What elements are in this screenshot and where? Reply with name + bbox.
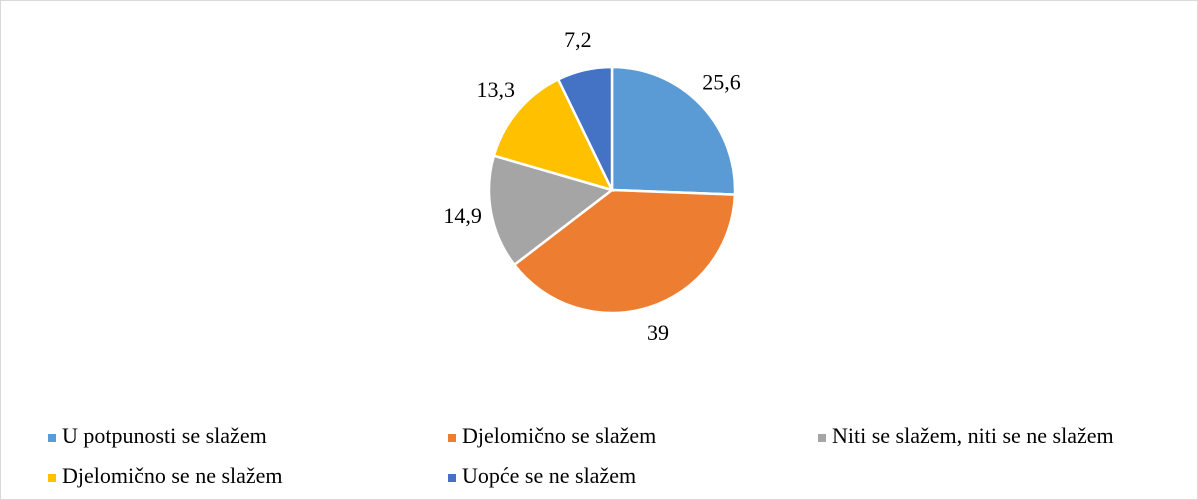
- legend-swatch: [48, 434, 56, 442]
- legend-swatch: [818, 434, 826, 442]
- data-label: 13,3: [477, 77, 516, 102]
- legend-label: Niti se slažem, niti se ne slažem: [832, 423, 1114, 448]
- data-label: 7,2: [564, 27, 592, 52]
- pie-slice: [492, 77, 615, 192]
- data-label: 39: [647, 320, 669, 345]
- legend-swatch: [48, 474, 56, 482]
- legend-swatch: [448, 434, 456, 442]
- pie-slice: [512, 188, 737, 315]
- legend-label: Uopće se ne slažem: [462, 463, 636, 488]
- pie-slice: [556, 65, 614, 191]
- data-label: 14,9: [443, 203, 482, 228]
- data-label: 25,6: [702, 70, 741, 95]
- pie-slice: [487, 154, 615, 267]
- pie-slice: [610, 65, 737, 196]
- legend-label: U potpunosti se slažem: [62, 423, 267, 448]
- legend-label: Djelomično se ne slažem: [62, 463, 283, 488]
- legend-label: Djelomično se slažem: [462, 423, 656, 448]
- legend-swatch: [448, 474, 456, 482]
